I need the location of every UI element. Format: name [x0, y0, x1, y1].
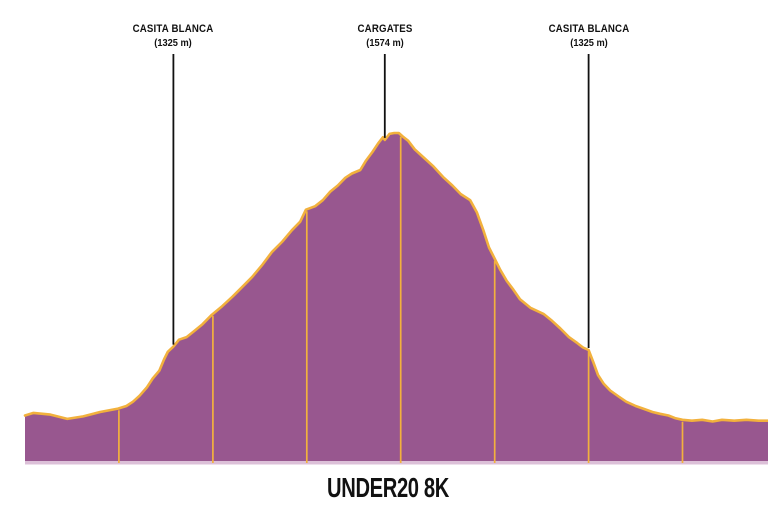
annotation-elevation: (1325 m) — [569, 36, 608, 49]
profile-outline — [23, 131, 768, 423]
annotation-label: CARGATES — [357, 23, 413, 35]
annotation-casita-blanca-left: CASITA BLANCA (1325 m) — [133, 23, 214, 49]
annotation-elevation: (1574 m) — [366, 36, 404, 49]
annotation-cargates-summit: CARGATES (1574 m) — [357, 23, 412, 49]
annotation-elevation: (1325 m) — [154, 36, 193, 49]
annotation-label: CASITA BLANCA — [133, 23, 214, 35]
race-title: UNDER20 8K — [327, 472, 449, 503]
profile-area — [25, 133, 768, 462]
annotation-casita-blanca-right: CASITA BLANCA (1325 m) — [548, 23, 629, 49]
profile-baseline-strip — [25, 461, 768, 465]
annotation-label: CASITA BLANCA — [548, 23, 629, 35]
